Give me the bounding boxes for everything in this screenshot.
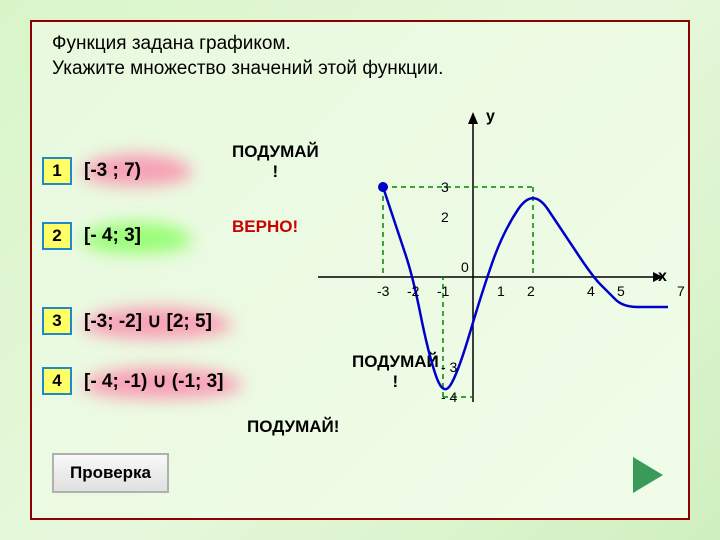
option-3[interactable]: 3 [-3; -2] ∪ [2; 5] xyxy=(42,307,212,335)
question-text: Функция задана графиком. Укажите множест… xyxy=(52,32,668,81)
option-number-box: 2 xyxy=(42,222,72,250)
verify-label: Проверка xyxy=(70,463,151,482)
option-number-box: 4 xyxy=(42,367,72,395)
x-tick: -1 xyxy=(437,283,449,299)
x-tick: 1 xyxy=(497,283,505,299)
slide-frame: Функция задана графиком. Укажите множест… xyxy=(30,20,690,520)
option-text: [- 4; -1) ∪ (-1; 3] xyxy=(84,370,224,393)
x-tick: -2 xyxy=(407,283,419,299)
x-tick: 2 xyxy=(527,283,535,299)
x-tick: 4 xyxy=(587,283,595,299)
verify-button[interactable]: Проверка xyxy=(52,453,169,493)
question-line2: Укажите множество значений этой функции. xyxy=(52,57,668,82)
y-tick: - 4 xyxy=(441,389,457,405)
option-number-box: 3 xyxy=(42,307,72,335)
option-text: [-3; -2] ∪ [2; 5] xyxy=(84,310,212,333)
option-1[interactable]: 1 [-3 ; 7) xyxy=(42,157,141,185)
option-2[interactable]: 2 [- 4; 3] xyxy=(42,222,141,250)
y-tick: 2 xyxy=(441,209,449,225)
feedback-f1: ПОДУМАЙ ! xyxy=(232,142,319,182)
y-axis-label: у xyxy=(486,108,495,126)
next-icon[interactable] xyxy=(633,457,663,493)
x-tick: -3 xyxy=(377,283,389,299)
y-tick: 3 xyxy=(441,179,449,195)
option-4[interactable]: 4 [- 4; -1) ∪ (-1; 3] xyxy=(42,367,224,395)
chart-svg xyxy=(318,112,668,402)
x-axis-label: х xyxy=(658,268,667,286)
x-tick: 5 xyxy=(617,283,625,299)
feedback-f4: ПОДУМАЙ! xyxy=(247,417,339,437)
option-text: [-3 ; 7) xyxy=(84,160,141,182)
origin-label: 0 xyxy=(461,259,469,275)
y-tick: - 3 xyxy=(441,359,457,375)
option-number-box: 1 xyxy=(42,157,72,185)
x-tick: 7 xyxy=(677,283,685,299)
feedback-f2: ВЕРНО! xyxy=(232,217,298,237)
option-text: [- 4; 3] xyxy=(84,225,141,247)
function-chart: у х 0 -3-2-11245723- 3- 4 xyxy=(318,112,668,402)
question-line1: Функция задана графиком. xyxy=(52,32,668,57)
